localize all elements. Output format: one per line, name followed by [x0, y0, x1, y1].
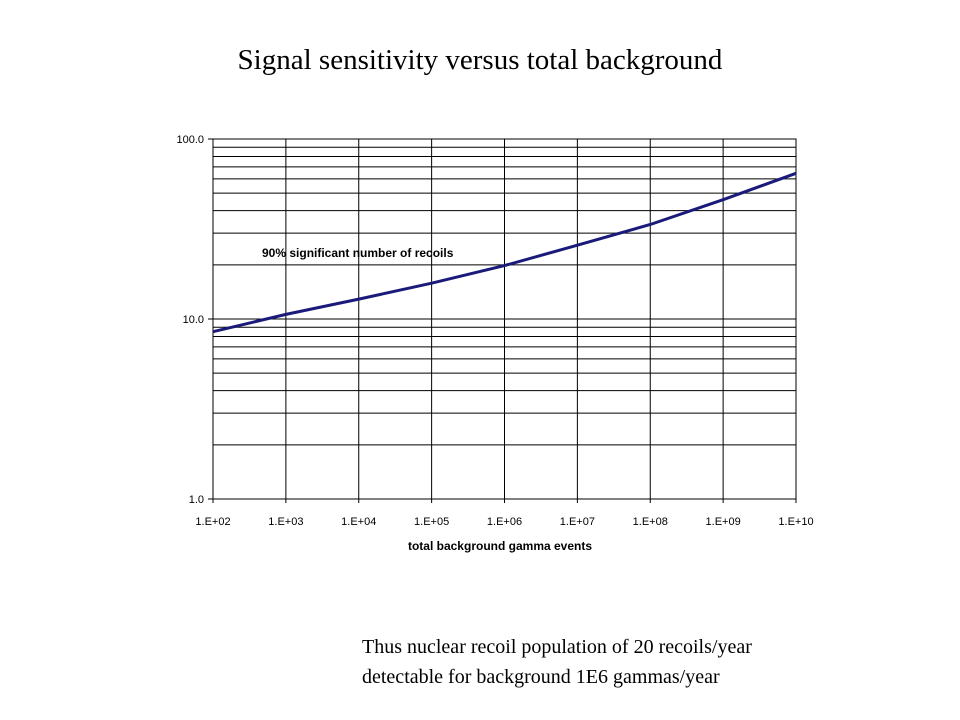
- x-axis: 1.E+02 1.E+03 1.E+04 1.E+05 1.E+06 1.E+07 1.E+…: [195, 499, 814, 528]
- x-tick-label: 1.E+04: [341, 516, 376, 528]
- y-tick-label: 100.0: [176, 134, 204, 146]
- x-tick-label: 1.E+02: [195, 516, 230, 528]
- x-tick-label: 1.E+10: [778, 516, 813, 528]
- x-axis-label: total background gamma events: [408, 539, 592, 553]
- caption: Thus nuclear recoil population of 20 rec…: [362, 632, 752, 692]
- x-tick-label: 1.E+06: [487, 516, 522, 528]
- series-line: [212, 171, 797, 334]
- chart-title: Signal sensitivity versus total backgrou…: [237, 44, 723, 76]
- grid: [212, 138, 797, 500]
- y-tick-label: 1.0: [189, 494, 204, 506]
- x-tick-label: 1.E+08: [633, 516, 668, 528]
- x-tick-label: 1.E+05: [414, 516, 449, 528]
- caption-line-1: Thus nuclear recoil population of 20 rec…: [362, 636, 752, 658]
- annotation-label: 90% significant number of recoils: [262, 246, 454, 260]
- x-tick-label: 1.E+03: [268, 516, 303, 528]
- y-tick-label: 10.0: [183, 314, 204, 326]
- x-tick-label: 1.E+09: [706, 516, 741, 528]
- x-tick-label: 1.E+07: [560, 516, 595, 528]
- caption-line-2: detectable for background 1E6 gammas/yea…: [362, 666, 720, 688]
- y-axis: 1.0 10.0 100.0: [176, 134, 213, 506]
